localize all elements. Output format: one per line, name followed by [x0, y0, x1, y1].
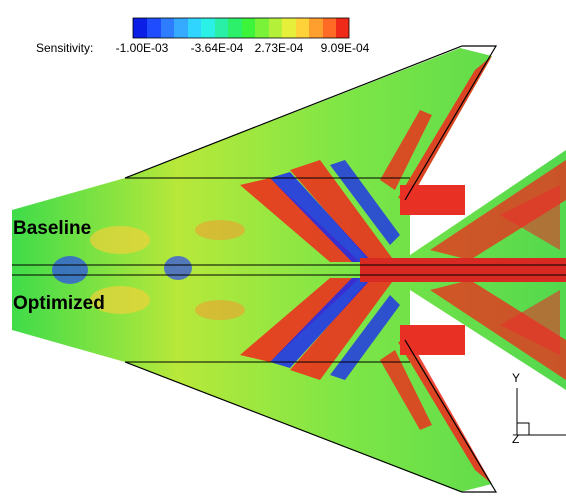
axis-y-label: Y [512, 371, 520, 385]
visualization: Sensitivity: -1.00E-03 -3.64E-04 2.73E-0… [0, 0, 566, 504]
colorbar-label: Sensitivity: [36, 41, 93, 55]
planform [12, 46, 566, 492]
axis-z-label: Z [512, 432, 519, 446]
colorbar: Sensitivity: -1.00E-03 -3.64E-04 2.73E-0… [36, 18, 370, 55]
optimized-label: Optimized [13, 293, 105, 314]
colorbar-tick-label: -1.00E-03 [116, 41, 169, 55]
baseline-label: Baseline [13, 218, 91, 239]
colorbar-tick-label: -3.64E-04 [191, 41, 244, 55]
colorbar-tick-label: 9.09E-04 [321, 41, 370, 55]
colorbar-tick-label: 2.73E-04 [255, 41, 304, 55]
